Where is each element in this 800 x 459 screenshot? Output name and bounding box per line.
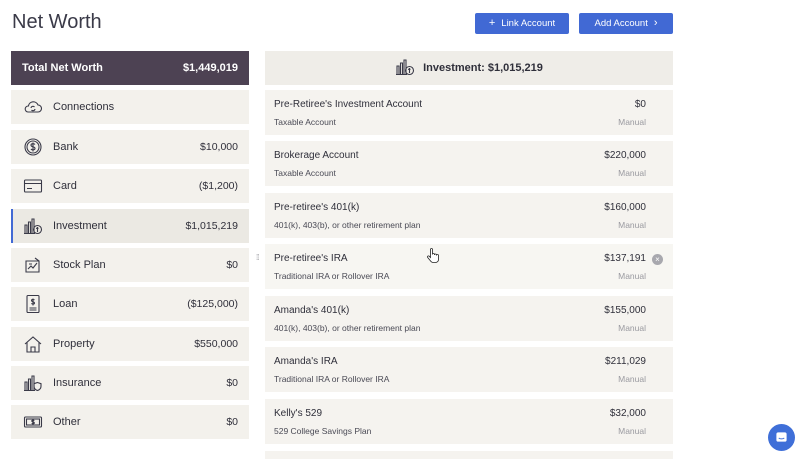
account-type: Taxable Account [274,117,336,127]
remove-icon[interactable]: × [652,254,663,265]
account-row[interactable]: Pre-Retiree's Investment Account Taxable… [265,90,673,135]
hand-cursor-icon [426,248,440,264]
account-type: Traditional IRA or Rollover IRA [274,374,390,384]
total-net-worth-label: Total Net Worth [22,62,103,74]
category-label: Property [53,338,95,350]
investment-header-label: Investment: $1,015,219 [423,62,543,74]
chevron-right-icon: › [653,17,658,29]
account-type: 401(k), 403(b), or other retirement plan [274,323,421,333]
category-amount: ($125,000) [187,298,238,310]
category-amount: ($1,200) [198,180,238,192]
account-name: Pre-Retiree's Investment Account [274,99,423,110]
account-name: Pre-retiree's 401(k) [274,202,360,213]
category-label: Other [53,416,81,428]
account-type: 529 College Savings Plan [274,426,372,436]
category-card[interactable]: Card ($1,200) [11,169,249,203]
add-account-button[interactable]: Add Account › [579,13,673,34]
investment-chart-icon [395,57,415,80]
account-value: $155,000 [604,305,646,316]
account-source: Manual [618,426,646,436]
account-type: 401(k), 403(b), or other retirement plan [274,220,421,230]
category-property[interactable]: Property $550,000 [11,327,249,361]
category-loan[interactable]: Loan ($125,000) [11,287,249,321]
category-label: Bank [53,141,79,153]
dollar-coin-icon [23,137,43,157]
category-amount: $0 [226,416,238,428]
account-source: Manual [618,117,646,127]
category-amount: $0 [226,377,238,389]
cloud-sync-icon [23,97,43,117]
account-source: Manual [618,220,646,230]
category-amount: $1,015,219 [185,220,238,232]
house-icon [23,334,43,354]
cash-bill-icon [23,412,43,432]
account-name: Pre-retiree's IRA [274,253,348,264]
category-insurance[interactable]: Insurance $0 [11,366,249,400]
account-source: Manual [618,168,646,178]
chat-launcher-button[interactable] [768,424,795,451]
account-name: Brokerage Account [274,150,359,161]
account-type: Taxable Account [274,168,336,178]
link-account-label: Link Account [501,18,556,29]
category-amount: $550,000 [194,338,238,350]
category-label: Investment [53,220,107,232]
total-net-worth-value: $1,449,019 [182,62,238,74]
category-amount: $10,000 [200,141,238,153]
link-account-button[interactable]: + Link Account [475,13,569,34]
stock-certificate-icon [23,255,43,275]
investment-header: Investment: $1,015,219 [265,51,673,85]
account-row[interactable]: Amanda's 401(k) 401(k), 403(b), or other… [265,296,673,341]
credit-card-icon [23,176,43,196]
account-source: Manual [618,271,646,281]
account-row[interactable]: Kelly's 529 529 College Savings Plan $32… [265,399,673,444]
account-source: Manual [618,323,646,333]
account-value: $160,000 [604,202,646,213]
total-net-worth-card: Total Net Worth $1,449,019 [11,51,249,85]
page-title: Net Worth [12,11,102,33]
category-investment[interactable]: Investment $1,015,219 [11,209,249,243]
account-value: $0 [634,99,646,110]
category-label: Card [53,180,77,192]
account-value: $220,000 [604,150,646,161]
category-amount: $0 [226,259,238,271]
investment-chart-icon [23,216,43,236]
account-value: $211,029 [605,356,646,367]
category-other[interactable]: Other $0 [11,405,249,439]
category-stock-plan[interactable]: Stock Plan $0 [11,248,249,282]
account-value: $137,191 [604,253,646,264]
insurance-chart-icon [23,373,43,393]
account-type: Traditional IRA or Rollover IRA [274,271,390,281]
category-bank[interactable]: Bank $10,000 [11,130,249,164]
category-label: Stock Plan [53,259,106,271]
account-row-partial[interactable] [265,451,673,459]
category-connections[interactable]: Connections [11,90,249,124]
category-label: Connections [53,101,115,113]
account-row[interactable]: Pre-retiree's 401(k) 401(k), 403(b), or … [265,193,673,238]
account-name: Amanda's IRA [274,356,338,367]
account-row[interactable]: Pre-retiree's IRA Traditional IRA or Rol… [265,244,673,289]
category-label: Insurance [53,377,102,389]
loan-document-icon [23,294,43,314]
plus-icon: + [488,17,496,29]
drag-handle-icon[interactable]: ⁞⁞ [256,253,259,262]
account-row[interactable]: Brokerage Account Taxable Account $220,0… [265,141,673,186]
category-label: Loan [53,298,78,310]
account-row[interactable]: Amanda's IRA Traditional IRA or Rollover… [265,347,673,392]
account-name: Amanda's 401(k) [274,305,350,316]
account-value: $32,000 [609,408,646,419]
account-source: Manual [618,374,646,384]
chat-icon [776,432,787,442]
add-account-label: Add Account [594,18,648,29]
account-name: Kelly's 529 [274,408,323,419]
